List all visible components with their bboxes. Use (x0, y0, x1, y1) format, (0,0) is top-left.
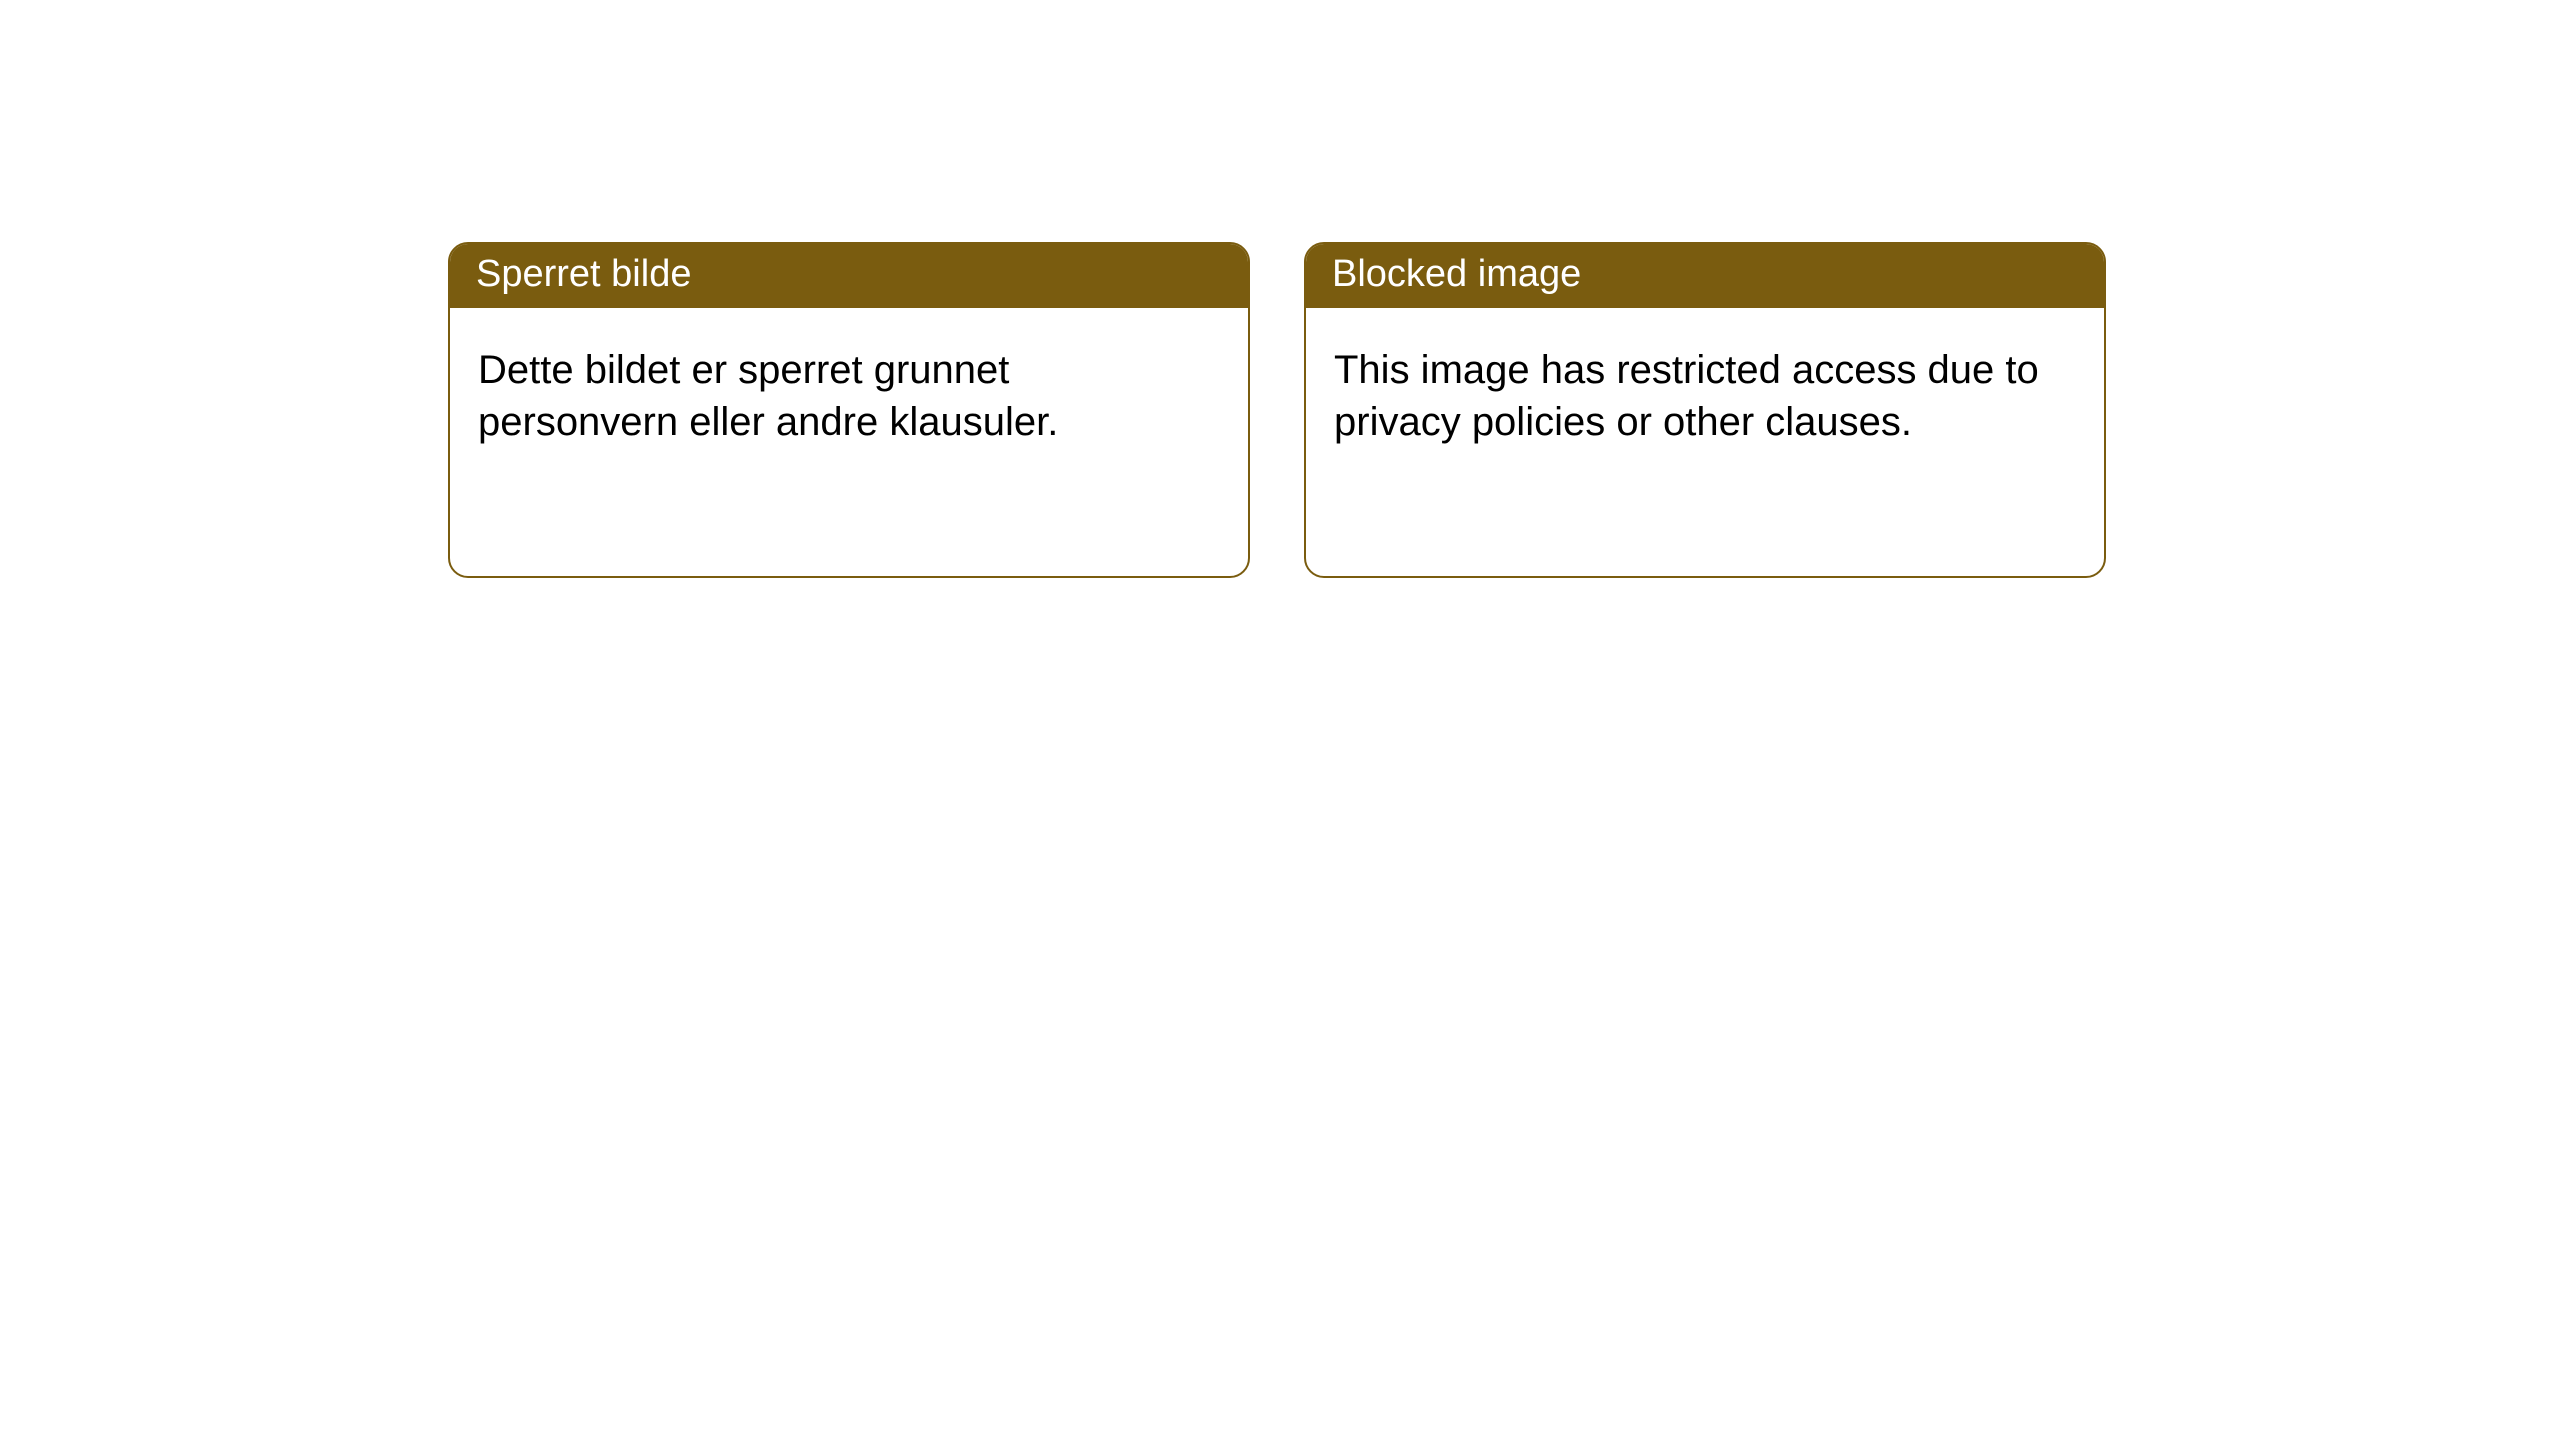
notice-body: This image has restricted access due to … (1306, 308, 2104, 484)
notice-title: Sperret bilde (476, 253, 691, 295)
notice-header: Blocked image (1306, 244, 2104, 308)
notice-card-english: Blocked image This image has restricted … (1304, 242, 2106, 578)
notice-body-text: Dette bildet er sperret grunnet personve… (478, 348, 1058, 444)
notice-title: Blocked image (1332, 253, 1581, 295)
notice-header: Sperret bilde (450, 244, 1248, 308)
notice-container: Sperret bilde Dette bildet er sperret gr… (0, 0, 2560, 578)
notice-card-norwegian: Sperret bilde Dette bildet er sperret gr… (448, 242, 1250, 578)
notice-body: Dette bildet er sperret grunnet personve… (450, 308, 1248, 484)
notice-body-text: This image has restricted access due to … (1334, 348, 2039, 444)
